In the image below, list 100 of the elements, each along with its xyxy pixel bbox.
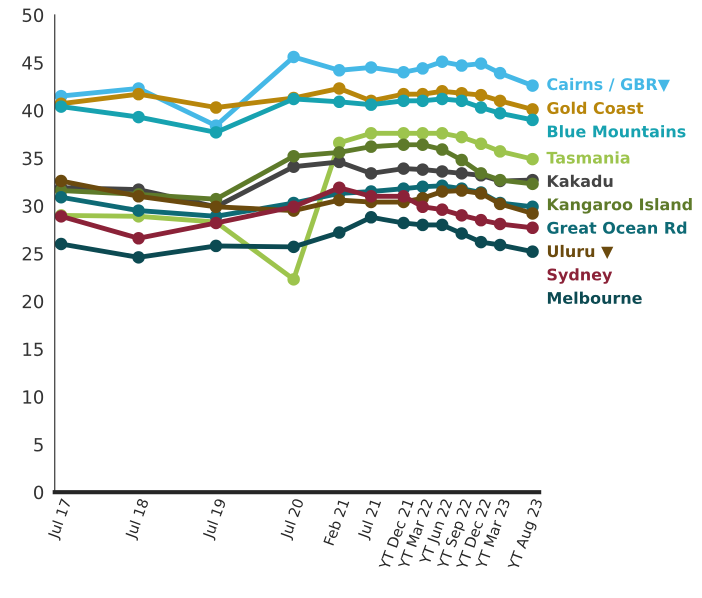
point xyxy=(54,174,68,188)
series-label: Gold Coast xyxy=(547,102,644,114)
point xyxy=(132,204,145,217)
point xyxy=(333,181,346,194)
point xyxy=(436,185,448,198)
y-tick-label: 5 xyxy=(34,438,43,452)
point xyxy=(397,216,410,230)
point xyxy=(474,214,488,226)
point xyxy=(54,238,68,250)
series-label: Kakadu xyxy=(548,174,612,188)
point xyxy=(526,103,539,116)
point xyxy=(526,222,539,234)
x-tick-label: Jul 19 xyxy=(202,498,229,541)
point xyxy=(397,190,410,203)
series-label: Blue Mountains xyxy=(548,125,686,138)
point xyxy=(364,190,378,203)
x-tick-label: Jul 18 xyxy=(124,498,152,541)
point xyxy=(287,273,300,286)
point xyxy=(436,127,448,140)
point xyxy=(287,150,300,162)
x-tick-label: Jul 17 xyxy=(46,498,74,541)
point xyxy=(333,146,346,159)
point xyxy=(210,101,222,114)
point xyxy=(455,94,468,108)
point xyxy=(526,79,539,92)
series-label: Great Ocean Rd xyxy=(547,221,686,234)
point xyxy=(474,101,488,114)
point xyxy=(494,218,506,230)
point xyxy=(494,66,506,80)
point xyxy=(210,240,222,252)
point xyxy=(455,167,468,180)
y-tick-label: 35 xyxy=(22,152,43,166)
point xyxy=(455,59,468,72)
point xyxy=(455,130,468,144)
point xyxy=(397,94,410,108)
point xyxy=(416,218,429,232)
point xyxy=(436,218,448,232)
y-tick-label: 15 xyxy=(23,342,43,356)
y-tick-label: 25 xyxy=(22,247,43,261)
point xyxy=(416,62,429,75)
point xyxy=(436,165,448,178)
y-tick-label: 0 xyxy=(34,486,44,500)
series-label: Kangaroo Island xyxy=(548,198,692,214)
point xyxy=(132,232,145,245)
point xyxy=(364,98,378,111)
point xyxy=(494,107,506,120)
point xyxy=(364,140,378,153)
point xyxy=(526,245,539,258)
point xyxy=(333,64,346,77)
point xyxy=(333,226,346,239)
point xyxy=(333,96,346,108)
x-tick-label: Jul 20 xyxy=(279,498,306,541)
point xyxy=(474,57,488,70)
y-tick-label: 50 xyxy=(22,8,44,22)
point xyxy=(526,114,539,126)
point xyxy=(526,178,539,190)
point xyxy=(364,167,378,180)
point xyxy=(416,138,429,151)
point xyxy=(436,203,448,216)
y-tick-label: 10 xyxy=(23,390,44,404)
point xyxy=(364,61,378,74)
point xyxy=(416,180,429,193)
point xyxy=(416,163,429,176)
point xyxy=(416,200,429,214)
series-label: Uluru ▼ xyxy=(548,244,614,259)
point xyxy=(333,194,346,206)
point xyxy=(494,94,506,108)
point xyxy=(474,138,488,150)
x-tick-label: Feb 21 xyxy=(323,498,350,546)
point xyxy=(364,127,378,140)
point xyxy=(526,152,539,166)
point xyxy=(333,82,346,95)
point xyxy=(474,88,488,102)
point xyxy=(436,92,448,106)
point xyxy=(455,154,468,166)
point xyxy=(474,236,488,248)
point xyxy=(287,160,300,173)
point xyxy=(397,138,410,151)
point xyxy=(494,145,506,158)
point xyxy=(397,66,410,78)
point xyxy=(416,127,429,140)
series-label: Cairns / GBR▼ xyxy=(547,78,670,92)
y-tick-label: 40 xyxy=(22,104,44,118)
point xyxy=(210,126,222,139)
point xyxy=(287,240,300,254)
series-label: Tasmania xyxy=(546,151,630,164)
point xyxy=(416,94,429,108)
x-tick-label: Jul 21 xyxy=(356,498,384,541)
point xyxy=(455,209,468,222)
point xyxy=(54,190,68,204)
point xyxy=(526,207,539,220)
point xyxy=(494,238,506,252)
point xyxy=(287,50,300,64)
point xyxy=(132,251,145,264)
point xyxy=(54,100,68,113)
point xyxy=(436,143,448,156)
point xyxy=(132,110,145,124)
y-tick-label: 45 xyxy=(22,56,43,70)
text: Sydney xyxy=(548,268,612,284)
point xyxy=(397,127,410,140)
